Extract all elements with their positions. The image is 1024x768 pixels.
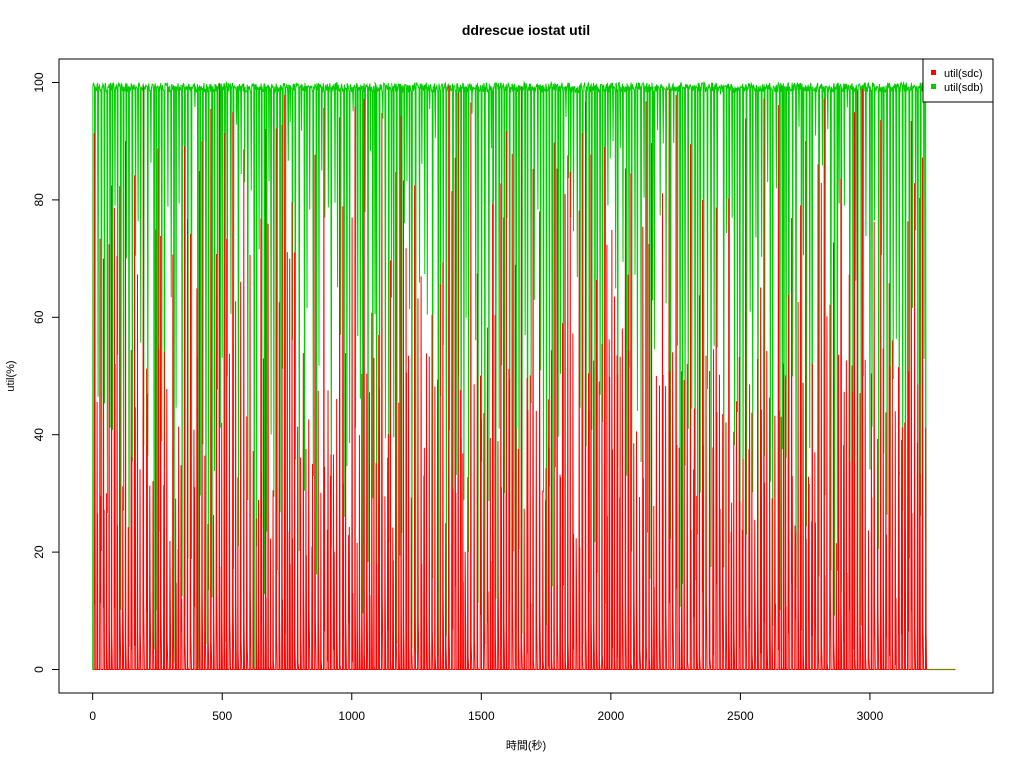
x-tick-label: 1000 (338, 709, 365, 723)
y-tick-label: 80 (32, 193, 46, 207)
series-line-sdc (92, 83, 956, 671)
legend-swatch-sdb (931, 84, 936, 89)
x-axis-label: 時間(秒) (506, 738, 546, 752)
legend-box (922, 58, 994, 103)
x-tick-label: 1500 (468, 709, 495, 723)
x-tick-label: 0 (89, 709, 96, 723)
y-tick-label: 60 (32, 310, 46, 324)
x-tick-label: 2500 (727, 709, 754, 723)
series-layer (92, 80, 956, 671)
y-tick-label: 20 (32, 545, 46, 559)
y-tick-label: 40 (32, 428, 46, 442)
x-tick-label: 500 (212, 709, 232, 723)
legend-label-sdc: util(sdc) (944, 68, 983, 80)
legend-label-sdb: util(sdb) (944, 82, 983, 94)
legend: util(sdc) util(sdb) (922, 58, 994, 103)
x-tick-label: 3000 (857, 709, 884, 723)
legend-swatch-sdc (931, 70, 936, 75)
y-axis-label: util(%) (5, 360, 17, 391)
y-tick-label: 100 (32, 72, 46, 92)
y-tick-label: 0 (32, 666, 46, 673)
x-axis: 0 500 1000 1500 2000 2500 3000 (89, 692, 884, 723)
y-axis: 0 20 40 60 80 100 (32, 72, 60, 673)
chart-title: ddrescue iostat util (462, 22, 590, 38)
x-tick-label: 2000 (597, 709, 624, 723)
